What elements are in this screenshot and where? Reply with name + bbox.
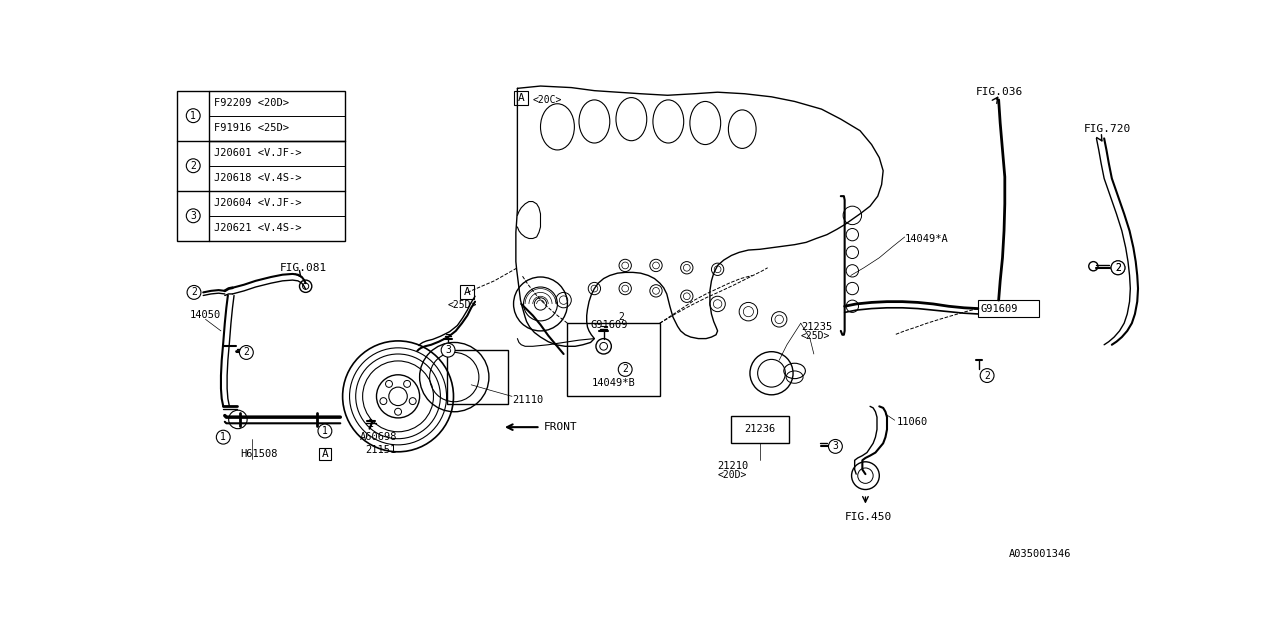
Text: 21110: 21110 — [512, 395, 543, 405]
Text: 21151: 21151 — [365, 445, 397, 455]
Bar — [731, 415, 790, 442]
Bar — [177, 91, 344, 241]
Text: 21236: 21236 — [745, 424, 776, 434]
Text: A: A — [463, 287, 471, 298]
Text: <20D>: <20D> — [718, 470, 748, 480]
Bar — [319, 448, 332, 460]
Text: 21210: 21210 — [718, 461, 749, 470]
Text: 2: 2 — [984, 371, 989, 381]
Text: 21235: 21235 — [801, 322, 832, 332]
Text: 14050: 14050 — [191, 310, 221, 321]
Circle shape — [618, 362, 632, 376]
Text: 2: 2 — [622, 364, 628, 374]
Text: 2: 2 — [1115, 263, 1121, 273]
Text: A: A — [518, 93, 525, 103]
Text: J20618 <V.4S->: J20618 <V.4S-> — [214, 173, 302, 183]
Text: J20604 <V.JF->: J20604 <V.JF-> — [214, 198, 302, 208]
Text: 3: 3 — [832, 442, 838, 451]
Circle shape — [216, 430, 230, 444]
Text: G91609: G91609 — [590, 320, 628, 330]
Circle shape — [442, 343, 454, 357]
Bar — [978, 300, 1039, 317]
Text: 1: 1 — [191, 111, 196, 121]
Text: 3: 3 — [191, 211, 196, 221]
Circle shape — [239, 346, 253, 360]
Text: J20601 <V.JF->: J20601 <V.JF-> — [214, 148, 302, 158]
Text: A035001346: A035001346 — [1009, 549, 1071, 559]
Bar — [567, 323, 660, 396]
Text: 2: 2 — [243, 348, 250, 358]
Text: <25D>: <25D> — [801, 332, 831, 341]
Text: G91609: G91609 — [980, 303, 1019, 314]
Text: FIG.036: FIG.036 — [975, 87, 1023, 97]
Circle shape — [828, 440, 842, 453]
Text: 3: 3 — [445, 345, 451, 355]
Text: <20C>: <20C> — [532, 95, 562, 105]
Circle shape — [187, 159, 200, 173]
Text: 1: 1 — [220, 432, 227, 442]
Circle shape — [317, 424, 332, 438]
Text: A: A — [321, 449, 328, 459]
Circle shape — [1111, 261, 1125, 275]
Circle shape — [187, 109, 200, 123]
Bar — [447, 350, 508, 404]
Text: 14049*A: 14049*A — [905, 234, 948, 243]
Text: F92209 <20D>: F92209 <20D> — [214, 98, 289, 108]
Text: 1: 1 — [367, 419, 374, 429]
Text: 1: 1 — [323, 426, 328, 436]
Bar — [515, 92, 529, 106]
Bar — [461, 285, 475, 300]
Text: 2: 2 — [618, 312, 625, 322]
Text: A60698: A60698 — [360, 432, 397, 442]
Text: 2: 2 — [191, 161, 196, 171]
Text: <25D>: <25D> — [448, 300, 477, 310]
Text: J20621 <V.4S->: J20621 <V.4S-> — [214, 223, 302, 234]
Circle shape — [187, 285, 201, 300]
Text: H61508: H61508 — [241, 449, 278, 459]
Text: 14049*B: 14049*B — [591, 378, 636, 388]
Text: 2: 2 — [191, 287, 197, 298]
Text: FIG.450: FIG.450 — [845, 512, 892, 522]
Text: 11060: 11060 — [896, 417, 928, 427]
Text: 2: 2 — [1115, 263, 1121, 273]
Text: F91916 <25D>: F91916 <25D> — [214, 123, 289, 133]
Text: FIG.720: FIG.720 — [1084, 124, 1132, 134]
Text: FRONT: FRONT — [544, 422, 577, 432]
Circle shape — [187, 209, 200, 223]
Circle shape — [1111, 261, 1125, 275]
Circle shape — [980, 369, 995, 383]
Text: FIG.081: FIG.081 — [280, 263, 328, 273]
